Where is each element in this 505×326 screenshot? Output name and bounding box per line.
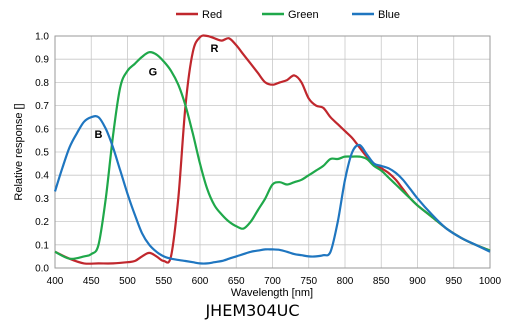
x-axis-ticks: 400 450 500 550 600 650 700 750 800 850 900 950 1000 [47, 276, 502, 287]
x-tick-label: 700 [264, 276, 281, 287]
annotations: R G B [95, 43, 219, 141]
x-tick-label: 450 [83, 276, 100, 287]
x-tick-label: 500 [119, 276, 136, 287]
y-tick-label: 0.9 [35, 55, 49, 66]
y-tick-label: 0.4 [35, 171, 49, 182]
y-tick-label: 0.8 [35, 78, 49, 89]
x-tick-label: 600 [192, 276, 209, 287]
annotation-r: R [211, 43, 219, 55]
series-line-blue [53, 115, 491, 265]
x-axis-label: Wavelength [nm] [231, 287, 313, 299]
x-tick-label: 550 [155, 276, 172, 287]
y-axis-ticks: 0.0 0.1 0.2 0.3 0.4 0.5 0.6 0.7 0.8 0.9 1.0 [35, 32, 49, 275]
y-tick-label: 0.2 [35, 217, 49, 228]
x-tick-label: 650 [228, 276, 245, 287]
x-tick-label: 850 [373, 276, 390, 287]
y-tick-label: 0.3 [35, 194, 49, 205]
x-tick-label: 750 [300, 276, 317, 287]
y-tick-label: 0.1 [35, 240, 49, 251]
y-tick-label: 0.6 [35, 124, 49, 135]
y-tick-label: 0.5 [35, 148, 49, 159]
legend-label-green: Green [288, 9, 319, 21]
y-tick-label: 0.7 [35, 101, 49, 112]
spectral-response-chart: 400 450 500 550 600 650 700 750 800 850 900 950 1000… [13, 9, 502, 299]
x-tick-label: 400 [47, 276, 64, 287]
x-tick-label: 900 [409, 276, 426, 287]
x-tick-label: 1000 [479, 276, 502, 287]
chart-caption: JHEM304UC [205, 301, 300, 320]
plot-border [54, 35, 491, 269]
y-tick-label: 0.0 [35, 264, 49, 275]
legend: Red Green Blue [176, 9, 400, 21]
series-layer [53, 34, 491, 265]
annotation-b: B [95, 129, 103, 141]
y-axis-label: Relative response [] [13, 103, 25, 200]
series-line-green [54, 51, 491, 260]
chart-grid [54, 35, 491, 269]
series-line-red [54, 34, 491, 265]
legend-label-red: Red [202, 9, 222, 21]
x-tick-label: 950 [445, 276, 462, 287]
legend-label-blue: Blue [378, 9, 400, 21]
x-tick-label: 800 [337, 276, 354, 287]
plot-frame [54, 35, 491, 269]
annotation-g: G [149, 66, 158, 78]
y-tick-label: 1.0 [35, 32, 49, 43]
